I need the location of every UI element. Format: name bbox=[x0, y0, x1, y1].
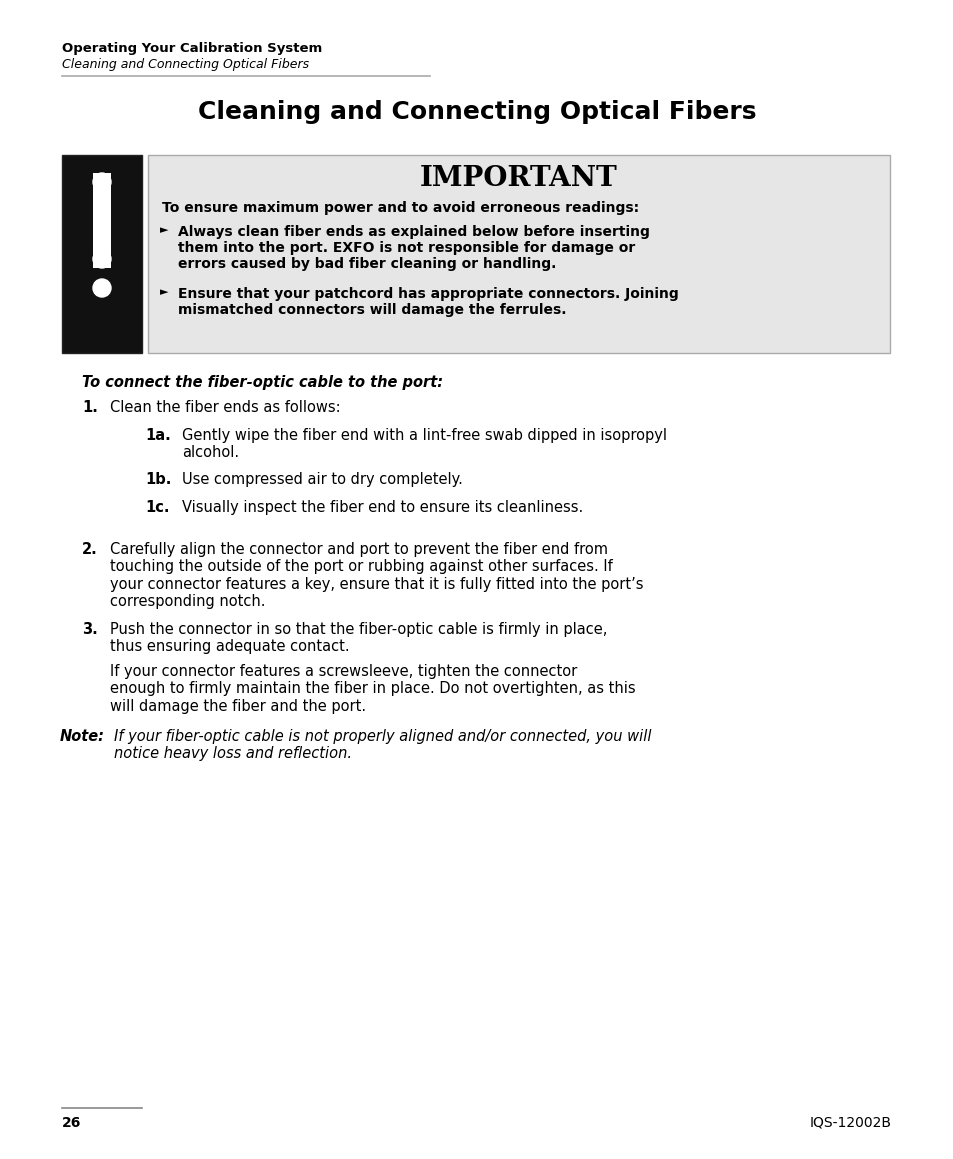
Text: 26: 26 bbox=[62, 1116, 81, 1130]
Bar bbox=[148, 155, 889, 353]
Text: If your connector features a screwsleeve, tighten the connector
enough to firmly: If your connector features a screwsleeve… bbox=[110, 664, 635, 714]
Circle shape bbox=[92, 173, 111, 191]
Text: To connect the fiber-optic cable to the port:: To connect the fiber-optic cable to the … bbox=[82, 376, 442, 389]
Text: Cleaning and Connecting Optical Fibers: Cleaning and Connecting Optical Fibers bbox=[197, 100, 756, 124]
Bar bbox=[92, 173, 111, 268]
Text: Visually inspect the fiber end to ensure its cleanliness.: Visually inspect the fiber end to ensure… bbox=[182, 500, 582, 515]
Text: Operating Your Calibration System: Operating Your Calibration System bbox=[62, 42, 322, 54]
Text: ►: ► bbox=[160, 287, 169, 297]
Text: 1c.: 1c. bbox=[145, 500, 170, 515]
Text: 2.: 2. bbox=[82, 542, 97, 557]
Text: 1a.: 1a. bbox=[145, 428, 171, 443]
Circle shape bbox=[92, 250, 111, 268]
Text: Cleaning and Connecting Optical Fibers: Cleaning and Connecting Optical Fibers bbox=[62, 58, 309, 71]
Text: If your fiber-optic cable is not properly aligned and/or connected, you will
not: If your fiber-optic cable is not properl… bbox=[113, 729, 651, 761]
Text: 1.: 1. bbox=[82, 400, 98, 415]
Text: Gently wipe the fiber end with a lint-free swab dipped in isopropyl
alcohol.: Gently wipe the fiber end with a lint-fr… bbox=[182, 428, 666, 460]
Text: To ensure maximum power and to avoid erroneous readings:: To ensure maximum power and to avoid err… bbox=[162, 201, 639, 216]
Text: Ensure that your patchcord has appropriate connectors. Joining
mismatched connec: Ensure that your patchcord has appropria… bbox=[178, 287, 678, 318]
Text: Clean the fiber ends as follows:: Clean the fiber ends as follows: bbox=[110, 400, 340, 415]
Text: IQS-12002B: IQS-12002B bbox=[809, 1116, 891, 1130]
Text: Use compressed air to dry completely.: Use compressed air to dry completely. bbox=[182, 472, 462, 487]
Circle shape bbox=[92, 279, 111, 297]
Text: Note:: Note: bbox=[60, 729, 105, 744]
Text: ►: ► bbox=[160, 225, 169, 235]
Bar bbox=[62, 155, 142, 353]
Text: Carefully align the connector and port to prevent the fiber end from
touching th: Carefully align the connector and port t… bbox=[110, 542, 643, 610]
Text: IMPORTANT: IMPORTANT bbox=[419, 165, 618, 192]
Text: 1b.: 1b. bbox=[145, 472, 172, 487]
Text: Always clean fiber ends as explained below before inserting
them into the port. : Always clean fiber ends as explained bel… bbox=[178, 225, 649, 271]
Text: 3.: 3. bbox=[82, 622, 97, 637]
Text: Push the connector in so that the fiber-optic cable is firmly in place,
thus ens: Push the connector in so that the fiber-… bbox=[110, 622, 607, 655]
